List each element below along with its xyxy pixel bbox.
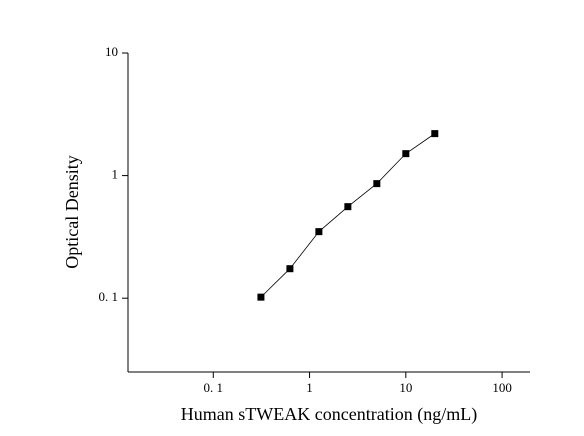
x-tick-label: 1: [306, 380, 313, 395]
data-point: [315, 228, 323, 236]
x-tick-label: 0. 1: [204, 380, 224, 395]
fit-line: [260, 133, 436, 298]
data-point: [431, 130, 439, 138]
x-tick-label: 10: [399, 380, 412, 395]
x-axis-title: Human sTWEAK concentration (ng/mL): [181, 404, 477, 425]
data-point: [344, 203, 352, 211]
x-tick-label: 100: [492, 380, 512, 395]
data-point: [257, 293, 265, 301]
y-tick-label: 0. 1: [99, 289, 119, 304]
data-point: [373, 180, 381, 188]
data-point: [402, 150, 410, 158]
data-point: [286, 265, 294, 273]
y-tick-label: 1: [112, 167, 119, 182]
y-tick-label: 10: [105, 44, 118, 59]
y-axis-title: Optical Density: [62, 155, 82, 268]
